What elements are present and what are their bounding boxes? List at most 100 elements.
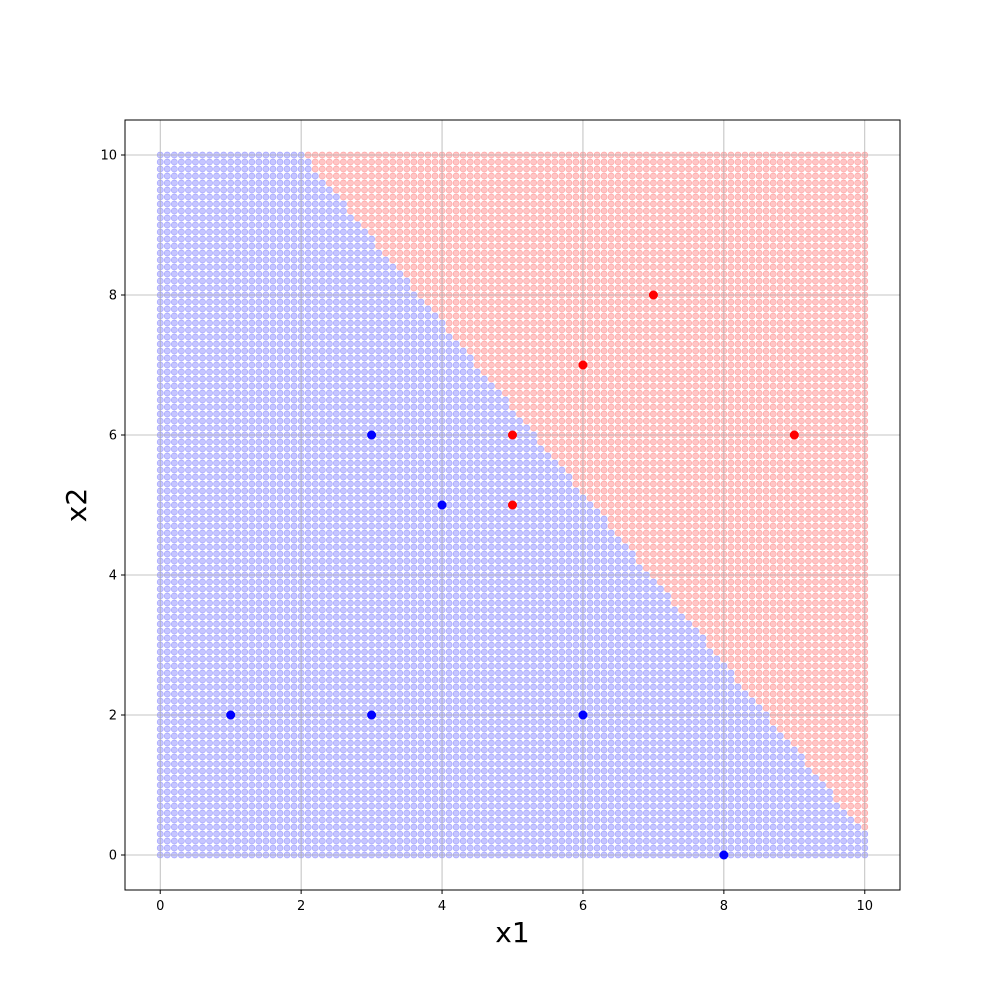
region-cell-blue [177,830,185,838]
region-cell-blue [262,725,270,733]
region-cell-blue [466,809,474,817]
region-cell-blue [227,354,235,362]
region-cell-blue [466,424,474,432]
region-cell-blue [255,809,263,817]
region-cell-blue [318,683,326,691]
region-cell-blue [185,354,192,362]
region-cell-blue [234,375,242,383]
region-cell-blue [495,627,502,635]
region-cell-blue [340,312,347,320]
region-cell-red [375,200,383,208]
region-cell-blue [382,333,390,341]
region-cell-blue [410,648,418,656]
region-cell-blue [459,417,467,425]
region-cell-blue [347,795,354,803]
region-cell-blue [213,690,220,698]
region-cell-blue [466,487,474,495]
region-cell-blue [361,284,368,292]
region-cell-blue [227,361,235,369]
region-cell-blue [304,347,312,355]
region-cell-red [424,172,432,180]
region-cell-blue [177,606,185,614]
region-cell-blue [213,592,220,600]
region-cell-blue [163,578,171,586]
region-cell-blue [177,802,185,810]
region-cell-blue [368,648,375,656]
region-cell-blue [459,389,467,397]
region-cell-blue [206,543,213,551]
region-cell-blue [347,319,354,327]
region-cell-blue [389,725,397,733]
region-cell-red [445,172,453,180]
region-cell-blue [220,578,228,586]
region-cell-blue [199,844,206,852]
region-cell-blue [241,802,249,810]
region-cell-blue [241,746,249,754]
region-cell-blue [495,613,502,621]
region-cell-blue [227,816,235,824]
region-cell-blue [269,235,277,243]
region-cell-blue [248,536,256,544]
region-cell-red [410,263,418,271]
region-cell-blue [480,655,488,663]
region-cell-blue [417,424,425,432]
region-cell-blue [163,795,171,803]
region-cell-blue [368,452,375,460]
region-cell-blue [403,536,411,544]
region-cell-blue [170,578,178,586]
region-cell-blue [248,627,256,635]
region-cell-blue [318,501,326,509]
region-cell-blue [177,214,185,222]
region-cell-blue [199,641,206,649]
region-cell-blue [227,550,235,558]
region-cell-blue [318,746,326,754]
region-cell-blue [375,823,383,831]
region-cell-blue [177,501,185,509]
region-cell-blue [466,417,474,425]
region-cell-blue [417,592,425,600]
region-cell-blue [452,760,460,768]
region-cell-blue [424,368,432,376]
region-cell-blue [403,753,411,761]
region-cell-blue [354,263,361,271]
region-cell-blue [452,634,460,642]
region-cell-blue [241,340,249,348]
region-cell-blue [424,781,432,789]
region-cell-blue [375,410,383,418]
region-cell-red [332,172,340,180]
region-cell-blue [206,494,213,502]
region-cell-blue [283,270,291,278]
region-cell-blue [452,396,460,404]
region-cell-blue [192,410,199,418]
region-cell-blue [354,305,361,313]
region-cell-blue [311,466,319,474]
region-cell-blue [192,627,199,635]
region-cell-blue [389,648,397,656]
region-cell-blue [417,627,425,635]
region-cell-blue [220,704,228,712]
region-cell-blue [213,704,220,712]
region-cell-blue [325,627,333,635]
region-cell-blue [199,613,206,621]
region-cell-blue [340,473,347,481]
region-cell-blue [466,746,474,754]
region-cell-blue [170,263,178,271]
region-cell-blue [170,305,178,313]
region-cell-blue [185,760,192,768]
region-cell-blue [389,536,397,544]
region-cell-blue [234,480,242,488]
region-cell-blue [283,823,291,831]
region-cell-blue [276,627,284,635]
region-cell-blue [262,746,270,754]
region-cell-blue [410,368,418,376]
region-cell-blue [269,732,277,740]
region-cell-blue [192,515,199,523]
region-cell-red [459,270,467,278]
region-cell-blue [396,781,404,789]
region-cell-blue [206,564,213,572]
region-cell-red [473,179,481,187]
region-cell-blue [185,718,192,726]
region-cell-blue [473,382,481,390]
region-cell-blue [325,606,333,614]
region-cell-blue [241,452,249,460]
